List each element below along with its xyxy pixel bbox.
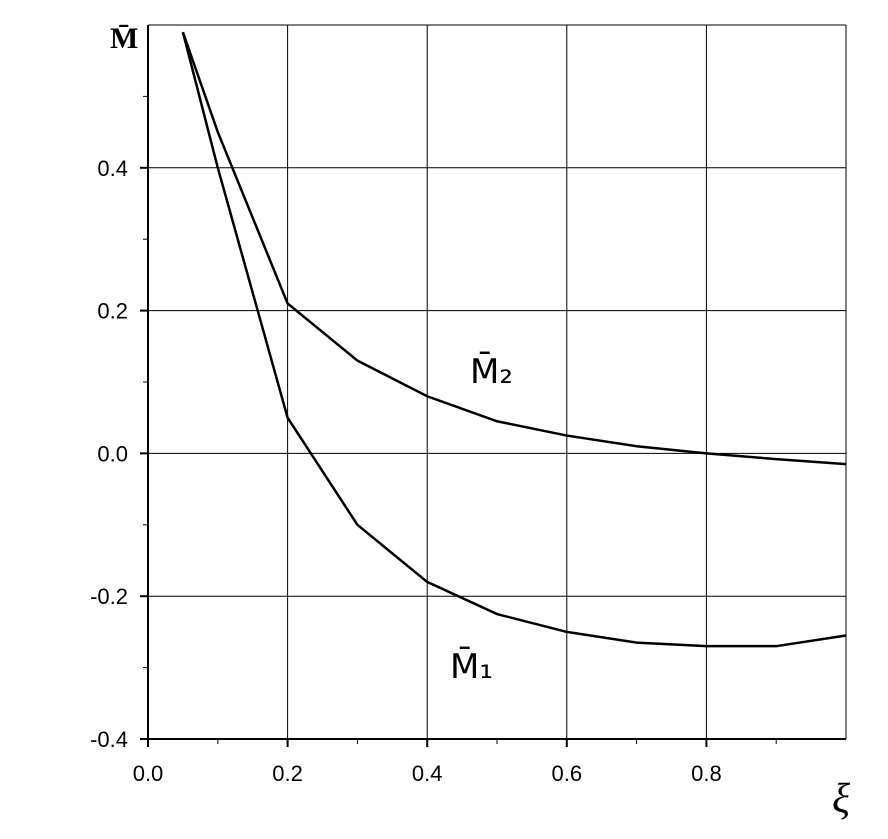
line-series [181,31,847,648]
series-label: M̄₂ [470,351,513,392]
y-tick-label: 0.4 [97,156,128,181]
y-tick-label: -0.2 [90,584,128,609]
y-tick-label: 0.0 [97,441,128,466]
x-tick-label: 0.4 [412,761,443,786]
x-axis-label: ξ [832,776,850,822]
x-tick-label: 0.2 [272,761,303,786]
y-tick-label: -0.4 [90,727,128,752]
x-tick-label: 0.8 [691,761,722,786]
line-series [181,31,847,466]
x-tick-label: 0.0 [133,761,164,786]
y-tick-label: 0.2 [97,299,128,324]
x-tick-label: 0.6 [552,761,583,786]
y-axis-label: M̄ [110,22,138,55]
series-label: M̄₁ [450,646,493,687]
